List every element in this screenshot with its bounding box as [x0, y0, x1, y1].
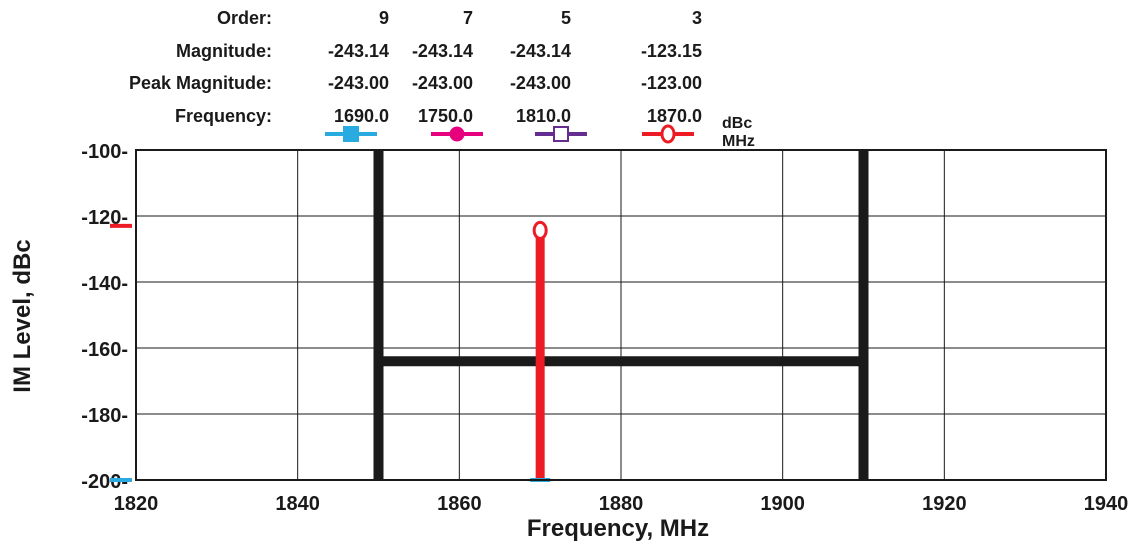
plot-frame [135, 149, 1107, 481]
x-tick-label: 1820 [114, 493, 159, 515]
table-cell-magnitude: -243.14 [510, 41, 571, 61]
table-row-label: Magnitude: [176, 41, 272, 61]
table-row-label: Peak Magnitude: [129, 73, 272, 93]
unit-frequency: MHz [722, 133, 755, 150]
table-cell-magnitude: -243.14 [328, 41, 389, 61]
table-cell-magnitude: -123.15 [641, 41, 702, 61]
x-tick-label: 1860 [437, 493, 482, 515]
y-tick-label: -160- [81, 339, 128, 361]
x-tick-label: 1880 [599, 493, 644, 515]
stem-marker [532, 220, 548, 240]
x-tick-label: 1900 [760, 493, 805, 515]
legend-swatch-marker [660, 124, 676, 144]
table-row-label: Frequency: [175, 106, 272, 126]
y-tick-label: -140- [81, 273, 128, 295]
x-tick-label: 1940 [1084, 493, 1129, 515]
table-cell-frequency: 1750.0 [418, 106, 473, 126]
table-cell-frequency: 1690.0 [334, 106, 389, 126]
legend-swatch-marker [343, 126, 359, 142]
y-tick-label: -180- [81, 405, 128, 427]
unit-level: dBc [722, 115, 752, 132]
x-tick-label: 1920 [922, 493, 967, 515]
y-tick-label: -100- [81, 141, 128, 163]
table-row-label: Order: [217, 8, 272, 28]
table-cell-order: 3 [692, 8, 702, 28]
table-cell-order: 7 [463, 8, 473, 28]
plot-area [135, 149, 1107, 482]
table-cell-peak: -123.00 [641, 73, 702, 93]
table-cell-frequency: 1870.0 [647, 106, 702, 126]
table-cell-frequency: 1810.0 [516, 106, 571, 126]
legend-table: Order: Magnitude: Peak Magnitude: Frequency… [129, 8, 755, 150]
legend-swatch-marker [449, 126, 465, 142]
table-cell-peak: -243.00 [412, 73, 473, 93]
table-cell-order: 9 [379, 8, 389, 28]
x-tick-label: 1840 [275, 493, 320, 515]
y-tick-label: -120- [81, 207, 128, 229]
y-axis-label: IM Level, dBc [9, 239, 36, 392]
legend-swatch-marker [553, 126, 569, 142]
y-tick-label: -200- [81, 471, 128, 493]
axes: -100- -120- -140- -160- -180- -200-1820 1840 18… [81, 141, 1128, 515]
table-cell-order: 5 [561, 8, 571, 28]
x-axis-label: Frequency, MHz [527, 515, 709, 542]
table-cell-peak: -243.00 [328, 73, 389, 93]
table-cell-magnitude: -243.14 [412, 41, 473, 61]
table-cell-peak: -243.00 [510, 73, 571, 93]
